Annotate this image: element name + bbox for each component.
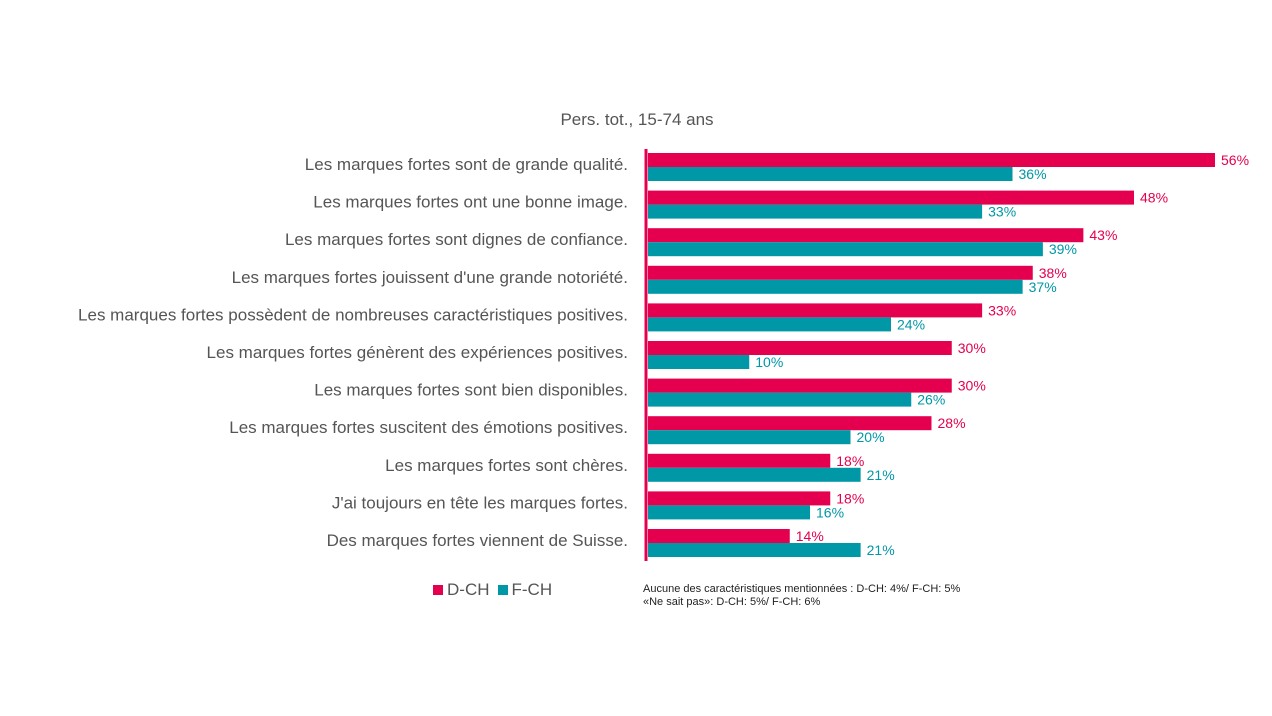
value-label-d-ch: 30% [958, 340, 986, 356]
category-label: Les marques fortes génèrent des expérien… [207, 343, 628, 362]
value-label-d-ch: 18% [836, 453, 864, 469]
value-label-f-ch: 26% [917, 392, 945, 408]
value-label-d-ch: 38% [1039, 265, 1067, 281]
value-label-f-ch: 21% [867, 542, 895, 558]
bar-d-ch-9 [648, 491, 831, 506]
value-label-f-ch: 39% [1049, 241, 1077, 257]
value-label-f-ch: 20% [857, 429, 885, 445]
bar-f-ch-6 [648, 392, 912, 407]
category-label: Les marques fortes sont bien disponibles… [314, 381, 628, 400]
footnote-none-mentioned: Aucune des caractéristiques mentionnées … [643, 583, 961, 595]
bar-f-ch-10 [648, 543, 861, 557]
bar-d-ch-8 [648, 453, 831, 468]
bar-f-ch-7 [648, 430, 851, 445]
category-label: Les marques fortes sont dignes de confia… [285, 230, 628, 249]
legend-item-fch: F-CH [497, 580, 553, 600]
value-label-d-ch: 14% [796, 528, 824, 544]
legend-item-dch: D-CH [433, 580, 490, 600]
value-label-f-ch: 33% [988, 204, 1016, 220]
category-label: Les marques fortes sont de grande qualit… [305, 155, 628, 174]
legend-label-fch: F-CH [511, 580, 553, 599]
bar-f-ch-3 [648, 279, 1023, 294]
category-label: J'ai toujours en tête les marques fortes… [332, 493, 628, 512]
value-label-f-ch: 36% [1019, 166, 1047, 182]
value-label-d-ch: 56% [1221, 152, 1249, 168]
category-label: Les marques fortes sont chères. [385, 456, 628, 475]
category-label: Les marques fortes possèdent de nombreus… [78, 305, 628, 324]
legend-label-dch: D-CH [447, 580, 490, 599]
bar-f-ch-5 [648, 355, 750, 369]
value-label-d-ch: 48% [1140, 190, 1168, 206]
value-label-d-ch: 18% [836, 490, 864, 506]
legend: D-CH F-CH [433, 580, 552, 600]
category-label: Les marques fortes ont une bonne image. [313, 193, 628, 212]
value-label-f-ch: 24% [897, 316, 925, 332]
footnotes: Aucune des caractéristiques mentionnées … [643, 583, 960, 609]
bar-f-ch-8 [648, 467, 861, 482]
value-labels: 56% 36% 48% 33% 43% 39% 38%37% 33% 24% 30% 10% 30% 2… [755, 152, 1249, 558]
bar-d-ch-0 [648, 153, 1215, 167]
value-label-d-ch: 33% [988, 302, 1016, 318]
bars [648, 153, 1215, 557]
legend-swatch-dch [433, 585, 443, 595]
bar-d-ch-6 [648, 378, 952, 393]
bar-d-ch-7 [648, 416, 932, 431]
bar-f-ch-1 [648, 204, 983, 219]
bar-d-ch-4 [648, 303, 983, 318]
category-labels: Les marques fortes sont de grande qualit… [78, 155, 628, 550]
footnote-dont-know: «Ne sait pas»: D-CH: 5%/ F-CH: 6% [643, 596, 821, 608]
value-label-f-ch: 37% [1029, 279, 1057, 295]
bar-f-ch-0 [648, 167, 1013, 181]
category-label: Les marques fortes jouissent d'une grand… [232, 268, 628, 287]
category-label: Des marques fortes viennent de Suisse. [327, 531, 628, 550]
bar-f-ch-4 [648, 317, 891, 332]
bar-d-ch-2 [648, 228, 1084, 243]
bar-f-ch-9 [648, 505, 810, 520]
value-label-f-ch: 21% [867, 467, 895, 483]
value-label-d-ch: 28% [938, 415, 966, 431]
bar-d-ch-1 [648, 190, 1134, 205]
value-label-f-ch: 10% [755, 354, 783, 370]
bar-d-ch-5 [648, 341, 952, 355]
value-label-f-ch: 16% [816, 504, 844, 520]
category-label: Les marques fortes suscitent des émotion… [229, 418, 628, 437]
legend-swatch-fch [497, 585, 508, 595]
bar-d-ch-3 [648, 265, 1033, 280]
value-label-d-ch: 30% [958, 378, 986, 394]
bar-d-ch-10 [648, 529, 790, 543]
chart-subtitle: Pers. tot., 15-74 ans [560, 110, 713, 129]
value-label-d-ch: 43% [1089, 227, 1117, 243]
bar-f-ch-2 [648, 242, 1043, 257]
